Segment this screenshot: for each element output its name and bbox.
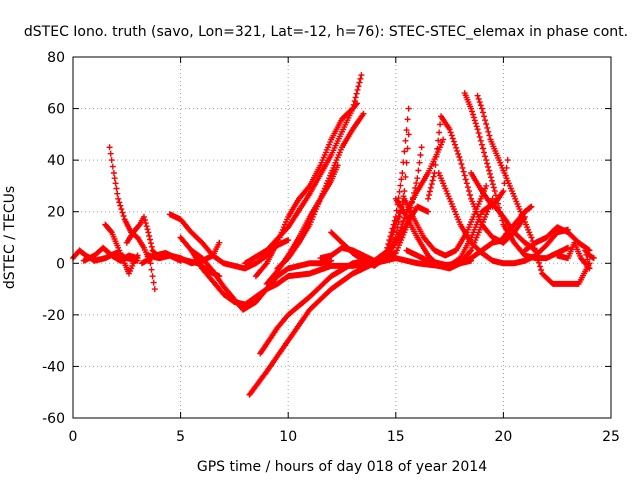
satellite-track bbox=[274, 110, 367, 272]
satellite-track bbox=[474, 92, 593, 287]
satellite-track bbox=[521, 224, 593, 254]
y-tick-label: 20 bbox=[47, 205, 65, 221]
satellite-track bbox=[425, 113, 528, 246]
satellite-track bbox=[252, 100, 361, 280]
x-axis-label: GPS time / hours of day 018 of year 2014 bbox=[197, 459, 487, 475]
axis-ticks: 0 5 10 15 20 25 -60 -40 -20 0 20 40 60 80 bbox=[42, 50, 620, 445]
y-tick-label: -60 bbox=[42, 411, 65, 427]
x-tick-label: 15 bbox=[387, 429, 405, 445]
satellite-track bbox=[468, 157, 511, 210]
plot-frame bbox=[72, 56, 612, 419]
satellite-track bbox=[80, 244, 141, 264]
x-tick-label: 25 bbox=[602, 429, 620, 445]
y-axis-label: dSTEC / TECUs bbox=[2, 186, 18, 289]
satellite-track bbox=[554, 239, 597, 272]
satellite-track bbox=[500, 203, 535, 241]
satellite-track bbox=[188, 247, 335, 313]
y-tick-label: -20 bbox=[42, 308, 65, 324]
data-markers bbox=[70, 72, 597, 398]
y-tick-label: 0 bbox=[56, 256, 65, 272]
y-tick-label: 40 bbox=[47, 153, 65, 169]
satellite-track bbox=[435, 170, 571, 267]
x-tick-label: 10 bbox=[279, 429, 297, 445]
y-tick-label: -40 bbox=[42, 359, 65, 375]
satellite-track bbox=[102, 221, 141, 277]
x-tick-label: 0 bbox=[69, 429, 78, 445]
y-tick-label: 80 bbox=[47, 50, 65, 66]
x-tick-label: 5 bbox=[176, 429, 185, 445]
chart-title: dSTEC Iono. truth (savo, Lon=321, Lat=-1… bbox=[24, 24, 628, 40]
satellite-track bbox=[106, 144, 158, 293]
y-tick-label: 60 bbox=[47, 102, 65, 118]
x-tick-label: 20 bbox=[494, 429, 512, 445]
